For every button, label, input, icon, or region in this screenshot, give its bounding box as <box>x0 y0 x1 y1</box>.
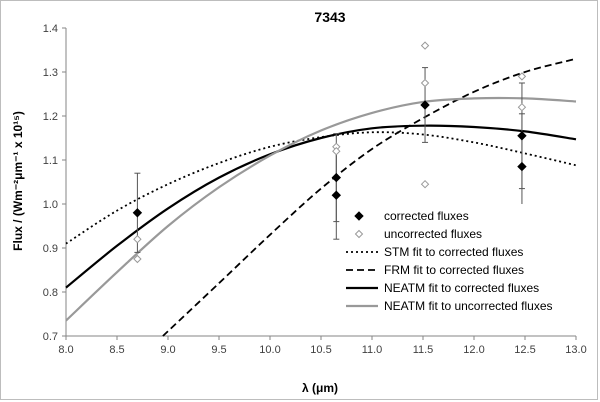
legend-label-2: STM fit to corrected fluxes <box>384 245 523 259</box>
x-tick-label: 12.5 <box>514 344 535 356</box>
uncorrected-flux-point <box>420 41 430 50</box>
uncorrected-flux-point <box>133 234 142 244</box>
uncorrected-flux-point <box>517 102 527 112</box>
fit-line-2 <box>65 131 577 245</box>
y-tick-label: 0.7 <box>43 331 58 343</box>
legend-label-3: FRM fit to corrected fluxes <box>384 263 524 277</box>
x-tick-label: 9.5 <box>211 344 226 356</box>
legend-marker-0 <box>354 211 364 221</box>
uncorrected-flux-point <box>420 179 430 189</box>
x-axis-label: λ (μm) <box>302 381 338 395</box>
legend-label-5: NEATM fit to uncorrected fluxes <box>384 299 553 313</box>
corrected-flux-point <box>517 161 527 172</box>
y-tick-labels: 0.7 0.8 0.9 1.0 1.1 1.2 1.3 1.4 <box>43 23 66 343</box>
y-tick-label: 1.2 <box>43 111 58 123</box>
corrected-flux-point <box>331 190 342 200</box>
y-tick-label: 1.1 <box>43 155 58 167</box>
x-tick-label: 8.0 <box>58 344 73 356</box>
x-tick-label: 9.0 <box>160 344 175 356</box>
fit-line-4 <box>65 124 577 289</box>
legend: corrected fluxes uncorrected fluxes STM fi… <box>341 204 586 318</box>
y-tick-label: 1.0 <box>43 199 58 211</box>
x-tick-label: 13.0 <box>565 344 586 356</box>
x-tick-label: 10.5 <box>310 344 331 356</box>
y-tick-label: 1.4 <box>43 23 58 35</box>
uncorrected-flux-point <box>420 78 430 88</box>
legend-label-4: NEATM fit to corrected fluxes <box>384 281 539 295</box>
y-tick-label: 1.3 <box>43 67 58 79</box>
y-tick-label: 0.9 <box>43 243 58 255</box>
y-tick-label: 0.8 <box>43 287 58 299</box>
fit-line-3 <box>162 57 577 337</box>
chart-title: 7343 <box>314 9 345 25</box>
uncorrected-flux-point <box>517 72 527 81</box>
x-tick-labels: 8.0 8.5 9.0 9.5 10.0 10.5 11.0 11.5 12.0 12.5 13.0 <box>58 336 587 356</box>
corrected-flux-point <box>517 131 527 141</box>
fit-line-5 <box>65 96 577 322</box>
x-tick-label: 10.0 <box>259 344 280 356</box>
y-axis-label: Flux / (Wm⁻²μm⁻¹ x 10¹⁵) <box>11 111 25 251</box>
fit-lines <box>65 57 577 337</box>
legend-marker-1 <box>354 229 364 239</box>
corrected-flux-point <box>132 208 143 218</box>
uncorrected-flux-point <box>133 254 142 264</box>
legend-background <box>341 204 586 318</box>
legend-label-1: uncorrected fluxes <box>384 227 482 241</box>
uncorrected-flux-point <box>332 146 341 156</box>
corrected-flux-point <box>331 172 342 183</box>
data-points <box>132 41 527 264</box>
x-tick-label: 11.0 <box>362 344 383 356</box>
corrected-flux-point <box>420 100 430 110</box>
x-tick-label: 12.0 <box>463 344 484 356</box>
legend-label-0: corrected fluxes <box>384 209 469 223</box>
x-tick-label: 11.5 <box>413 344 434 356</box>
x-tick-label: 8.5 <box>109 344 124 356</box>
